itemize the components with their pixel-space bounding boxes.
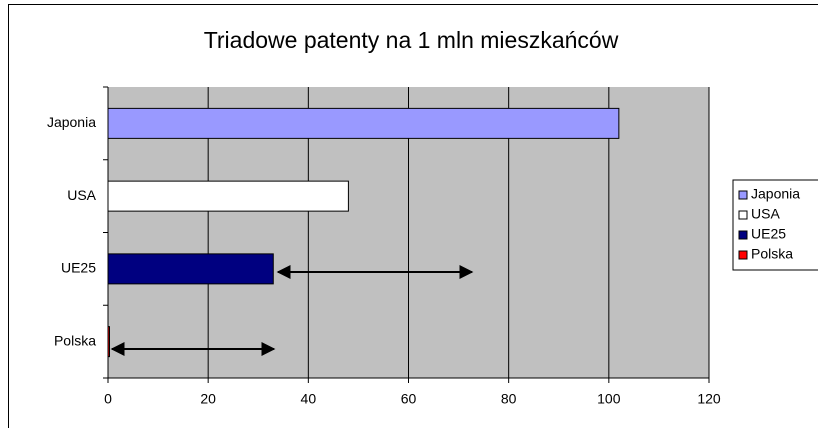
x-tick-label: 120 [697, 391, 721, 407]
y-tick-label: Polska [54, 332, 96, 348]
x-tick-label: 60 [401, 391, 417, 407]
x-tick-label: 40 [301, 391, 317, 407]
bar [107, 326, 111, 358]
bar [107, 180, 349, 212]
legend: Japonia USA UE25 Polska [732, 179, 818, 271]
x-tick-label: 0 [104, 391, 112, 407]
legend-swatch [738, 210, 748, 220]
legend-label: Japonia [751, 186, 800, 202]
legend-swatch [738, 230, 748, 240]
legend-label: USA [751, 206, 780, 222]
y-tick-label: USA [67, 187, 96, 203]
bar [107, 253, 274, 285]
x-tick-label: 100 [597, 391, 621, 407]
legend-label: UE25 [751, 226, 786, 242]
plot-area: 0 20 40 60 80 100 120 Japonia USA UE25 Polska [47, 86, 721, 407]
legend-swatch [738, 250, 748, 260]
x-tick-label: 80 [501, 391, 517, 407]
legend-swatch [738, 190, 748, 200]
y-tick-label: UE25 [61, 260, 96, 276]
y-tick-label: Japonia [47, 114, 96, 130]
annotation-arrows [110, 265, 474, 356]
legend-label: Polska [751, 246, 793, 262]
chart-title: Triadowe patenty na 1 mln mieszkańców [204, 27, 619, 53]
bar [107, 107, 620, 139]
x-tick-label: 20 [200, 391, 216, 407]
